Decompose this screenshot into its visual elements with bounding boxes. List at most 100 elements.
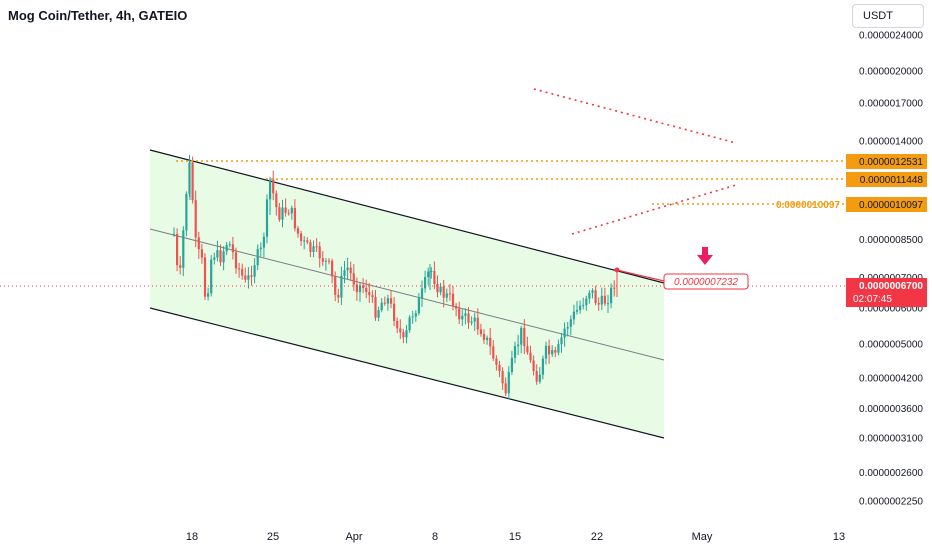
target-label: 0.0000007232 bbox=[674, 277, 738, 288]
candle-body bbox=[321, 258, 324, 262]
candle-body bbox=[358, 285, 362, 293]
projection-trendline bbox=[571, 184, 737, 235]
candle-body bbox=[179, 265, 182, 268]
price-tick-label: 0.0000020000 bbox=[859, 66, 923, 77]
candle-body bbox=[541, 358, 544, 375]
time-tick-label: May bbox=[692, 531, 713, 543]
candle-body bbox=[486, 337, 489, 340]
candle-body bbox=[241, 269, 244, 276]
price-tick-label: 0.0000008500 bbox=[859, 235, 923, 246]
candle-body bbox=[281, 207, 284, 220]
candle-body bbox=[334, 276, 337, 295]
candle-body bbox=[600, 295, 603, 305]
candle-body bbox=[306, 240, 309, 243]
candle-body bbox=[349, 267, 352, 274]
candle-body bbox=[436, 283, 439, 293]
candle-body bbox=[492, 346, 495, 359]
down-arrow-icon bbox=[697, 255, 713, 265]
candle-body bbox=[455, 305, 458, 309]
candle-body bbox=[591, 290, 594, 293]
candle-body bbox=[238, 268, 241, 270]
candle-body bbox=[374, 297, 377, 318]
candle-body bbox=[575, 309, 579, 312]
candle-body bbox=[262, 236, 265, 248]
symbol-title[interactable]: Mog Coin/Tether, 4h, GATEIO bbox=[8, 8, 188, 23]
candle-body bbox=[445, 293, 448, 298]
candle-body bbox=[526, 346, 529, 353]
candle-body bbox=[318, 246, 321, 259]
price-tick-label: 0.0000006000 bbox=[859, 303, 923, 314]
target-point bbox=[614, 267, 620, 273]
price-tag-label-level_2: 0.0000011448 bbox=[860, 175, 924, 186]
price-tick-label: 0.0000003100 bbox=[859, 433, 923, 444]
currency-button[interactable]: USDT bbox=[852, 4, 924, 28]
candle-body bbox=[563, 328, 566, 338]
candle-body bbox=[250, 275, 253, 277]
price-tag-level_2 bbox=[846, 172, 927, 187]
price-tick-label: 0.0000002250 bbox=[859, 497, 923, 508]
candle-body bbox=[420, 288, 424, 299]
candle-body bbox=[424, 277, 427, 289]
time-axis[interactable]: 18 25 Apr 8 15 22 May 13 bbox=[186, 531, 845, 543]
candle-body bbox=[417, 298, 420, 314]
time-tick-label: 22 bbox=[591, 531, 603, 543]
candlestick-series bbox=[172, 155, 618, 400]
candle-body bbox=[355, 284, 358, 293]
candle-body bbox=[498, 364, 501, 371]
candle-body bbox=[324, 260, 327, 262]
candle-body bbox=[219, 250, 222, 263]
candle-body bbox=[411, 316, 414, 318]
price-tag-label-level_1: 0.0000012531 bbox=[859, 157, 923, 168]
candle-body bbox=[473, 317, 476, 322]
candle-body bbox=[427, 271, 430, 278]
candle-body bbox=[293, 207, 296, 229]
candle-body bbox=[551, 349, 554, 355]
price-tick-label: 0.0000004200 bbox=[859, 374, 923, 385]
candle-body bbox=[566, 326, 569, 329]
level-3-label: 0.0000010097 bbox=[776, 200, 840, 211]
candle-body bbox=[535, 371, 538, 382]
price-tick-label: 0.0000017000 bbox=[859, 98, 923, 109]
candle-body bbox=[365, 287, 368, 292]
down-arrow-shaft bbox=[702, 247, 708, 255]
channel-drawing[interactable] bbox=[149, 88, 737, 439]
price-tag-level_1 bbox=[846, 154, 927, 169]
price-levels[interactable]: 0.0000010097 0.0000007232 bbox=[0, 160, 845, 290]
candle-body bbox=[234, 252, 238, 269]
candle-body bbox=[476, 317, 479, 330]
candle-body bbox=[377, 310, 380, 318]
price-axis[interactable]: 0.0000024000 0.0000020000 0.0000017000 0.00… bbox=[846, 31, 927, 508]
candle-body bbox=[610, 287, 613, 304]
candle-body bbox=[510, 357, 513, 373]
price-tick-label: 0.0000024000 bbox=[859, 31, 923, 42]
price-tick-label: 0.0000003600 bbox=[859, 404, 923, 415]
candle-body bbox=[343, 270, 346, 276]
candle-body bbox=[300, 233, 303, 241]
candle-body bbox=[278, 207, 281, 220]
candle-body bbox=[247, 275, 250, 280]
candle-body bbox=[380, 302, 383, 311]
candle-body bbox=[296, 228, 300, 234]
time-tick-label: 15 bbox=[509, 531, 521, 543]
candle-body bbox=[225, 245, 228, 252]
candle-body bbox=[371, 295, 374, 298]
candle-body bbox=[327, 260, 331, 262]
time-tick-label: 18 bbox=[186, 531, 198, 543]
candle-body bbox=[579, 305, 582, 310]
candle-body bbox=[517, 344, 520, 347]
candle-body bbox=[572, 311, 575, 320]
candle-body bbox=[389, 298, 393, 304]
candle-body bbox=[182, 230, 185, 268]
candle-body bbox=[402, 332, 405, 338]
candle-body bbox=[197, 237, 200, 250]
candle-body bbox=[430, 271, 433, 273]
candle-body bbox=[548, 345, 551, 355]
candle-body bbox=[275, 193, 278, 208]
candle-body bbox=[312, 246, 315, 252]
candle-body bbox=[396, 320, 399, 329]
candle-body bbox=[520, 327, 523, 345]
candle-body bbox=[194, 200, 197, 238]
candle-body bbox=[315, 246, 318, 248]
